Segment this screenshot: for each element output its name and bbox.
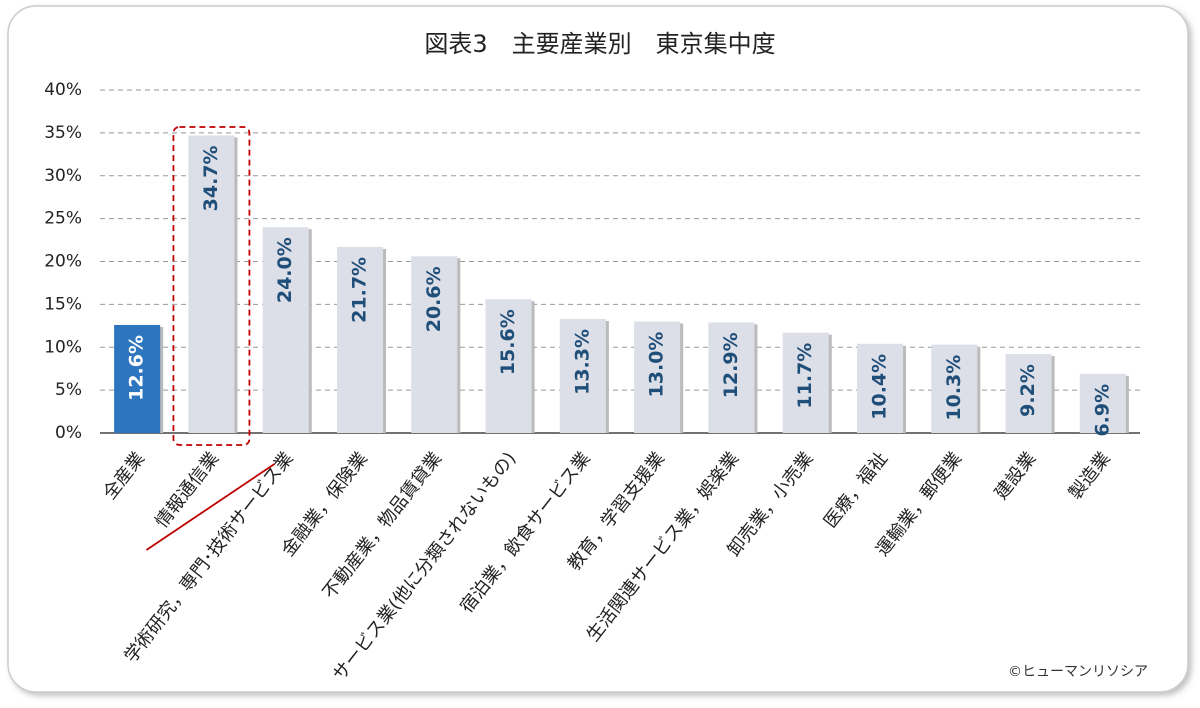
bar: [262, 227, 309, 433]
y-tick-label: 25%: [44, 209, 82, 229]
bar: [1005, 354, 1052, 433]
bar: [411, 256, 458, 433]
bar: [1079, 373, 1126, 433]
y-tick-label: 20%: [44, 252, 82, 272]
y-tick-label: 10%: [44, 337, 82, 357]
value-label: 12.6%: [126, 335, 148, 401]
bar: [931, 344, 978, 433]
bar: [782, 332, 829, 433]
value-label: 21.7%: [349, 257, 371, 323]
value-label: 6.9%: [1091, 384, 1113, 437]
y-tick-label: 30%: [44, 166, 82, 186]
value-label: 11.7%: [794, 343, 816, 409]
value-label: 20.6%: [423, 266, 445, 332]
chart-title: 図表3 主要産業別 東京集中度: [424, 30, 775, 58]
y-tick-label: 40%: [44, 80, 82, 100]
value-label: 15.6%: [497, 309, 519, 375]
y-tick-label: 15%: [44, 294, 82, 314]
bar: [485, 299, 532, 433]
source: ©ヒューマンリソシア: [1008, 664, 1148, 680]
bar: [114, 324, 161, 433]
highlight-box: [172, 126, 251, 446]
bar: [634, 321, 681, 433]
value-label: 34.7%: [200, 145, 222, 211]
value-label: 24.0%: [274, 237, 296, 303]
value-label: 12.9%: [720, 332, 742, 398]
y-tick-label: 0%: [55, 423, 82, 443]
bar: [336, 246, 384, 433]
bar: [559, 318, 606, 433]
bar: [188, 135, 235, 433]
bar: [856, 343, 904, 433]
value-label: 10.4%: [869, 354, 891, 420]
value-label: 10.3%: [943, 355, 965, 421]
value-label: 13.3%: [571, 329, 593, 395]
value-label: 13.0%: [646, 332, 668, 398]
y-tick-label: 5%: [55, 380, 82, 400]
value-label: 9.2%: [1017, 364, 1039, 417]
bar: [708, 322, 755, 433]
highlight-underline: [145, 463, 275, 551]
y-tick-label: 35%: [44, 123, 82, 143]
